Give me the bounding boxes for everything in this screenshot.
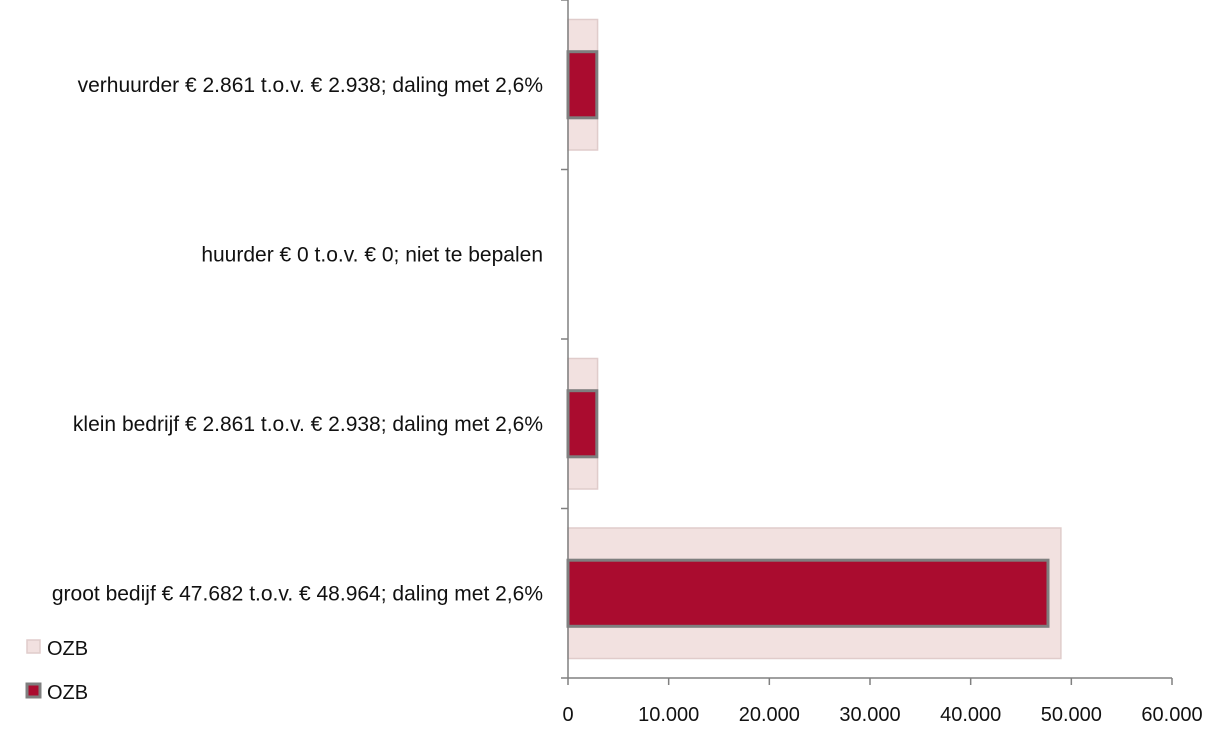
legend-label: OZB <box>47 638 88 660</box>
foreground-bar <box>566 558 1050 628</box>
foreground-bar <box>566 389 599 459</box>
foreground-bar <box>566 50 599 120</box>
category-label: verhuurder € 2.861 t.o.v. € 2.938; dalin… <box>78 74 543 97</box>
category-label: klein bedrijf € 2.861 t.o.v. € 2.938; da… <box>73 413 543 436</box>
x-tick-label: 60.000 <box>1141 704 1202 726</box>
axes <box>561 0 1173 685</box>
legend-swatch-foreground <box>25 682 42 699</box>
legend: OZB OZB <box>25 638 88 704</box>
category-label: huurder € 0 t.o.v. € 0; niet te bepalen <box>201 243 543 266</box>
legend-swatch-background <box>26 639 41 654</box>
legend-label: OZB <box>47 682 88 704</box>
x-tick-label: 40.000 <box>940 704 1001 726</box>
x-tick-labels: 0 10.000 20.000 30.000 40.000 50.000 60.000 <box>562 704 1202 726</box>
x-tick-label: 0 <box>562 704 573 726</box>
category-label: groot bedijf € 47.682 t.o.v. € 48.964; d… <box>52 582 543 605</box>
x-tick-label: 10.000 <box>638 704 699 726</box>
x-tick-label: 20.000 <box>739 704 800 726</box>
x-tick-label: 50.000 <box>1041 704 1102 726</box>
category-labels: verhuurder € 2.861 t.o.v. € 2.938; dalin… <box>52 74 543 606</box>
foreground-bars <box>566 50 1050 628</box>
x-tick-label: 30.000 <box>839 704 900 726</box>
